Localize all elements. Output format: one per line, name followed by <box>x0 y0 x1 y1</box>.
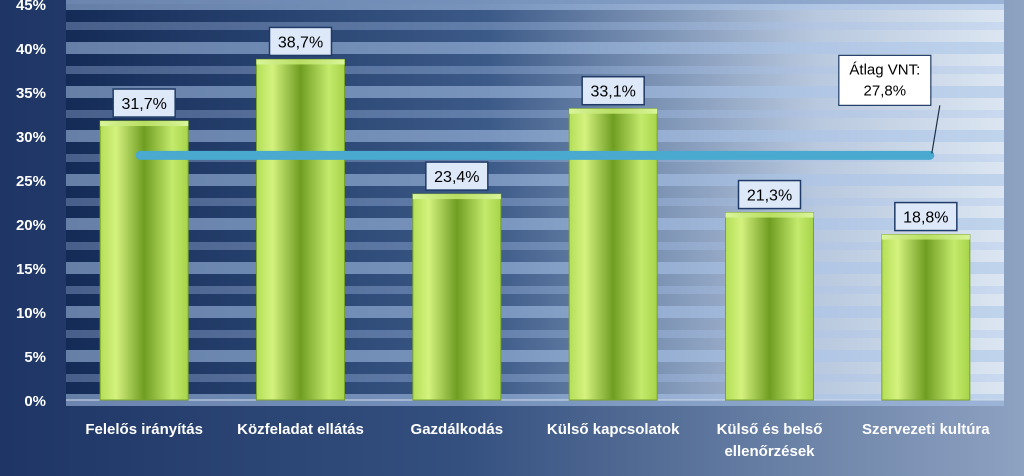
bar <box>725 212 814 401</box>
gridline <box>66 286 1004 294</box>
bar-top <box>725 212 814 218</box>
x-category-label: Felelős irányítás <box>85 421 203 438</box>
gridline <box>66 218 1004 230</box>
y-tick-label: 45% <box>16 0 46 14</box>
gridline <box>66 0 1004 10</box>
y-tick-label: 0% <box>24 393 46 410</box>
data-label: 31,7% <box>121 96 166 113</box>
gridline <box>66 330 1004 338</box>
data-label-box <box>112 88 176 118</box>
x-category-label: Szervezeti kultúra <box>862 421 990 438</box>
data-label-box <box>268 26 333 57</box>
y-tick-label: 25% <box>16 173 46 190</box>
y-tick-label: 40% <box>16 41 46 58</box>
bar-top <box>569 108 658 114</box>
gridline <box>66 374 1004 382</box>
gridline <box>66 42 1004 54</box>
gridline <box>66 66 1004 74</box>
x-category-label: ellenőrzések <box>724 443 815 460</box>
gridline <box>66 174 1004 186</box>
gridline <box>66 198 1004 206</box>
gridline <box>66 262 1004 274</box>
y-tick-label: 35% <box>16 85 46 102</box>
bar-top <box>100 121 189 127</box>
bar-top <box>412 194 501 200</box>
data-label-box <box>894 201 958 232</box>
data-label: 21,3% <box>747 188 792 205</box>
data-label: 33,1% <box>590 84 635 101</box>
x-category-label: Gazdálkodás <box>411 421 504 438</box>
bar <box>99 120 189 401</box>
bars <box>99 58 971 401</box>
bar <box>256 58 345 401</box>
average-callout-label: Átlag VNT: <box>849 61 920 78</box>
data-label: 38,7% <box>278 34 323 51</box>
data-labels: 31,7% 38,7% 23,4% 33,1% 21,3% 18,8% <box>112 26 958 232</box>
y-axis-ticks: 0% 5% 10% 15% 20% 25% 30% 35% 40% 45% <box>16 0 46 410</box>
x-category-label: Külső kapcsolatok <box>547 421 680 438</box>
bar-top <box>881 234 970 240</box>
y-tick-label: 15% <box>16 261 46 278</box>
x-category-label: Külső és belső <box>717 421 823 438</box>
y-tick-label: 20% <box>16 217 46 234</box>
data-label: 23,4% <box>434 169 479 186</box>
data-label-box <box>737 179 802 210</box>
average-callout-box <box>838 54 932 106</box>
gridline <box>66 350 1004 362</box>
gridline <box>66 130 1004 142</box>
x-axis-labels: Felelős irányítás Közfeladat ellátás Gazdá… <box>85 421 990 460</box>
data-label-box <box>581 75 645 106</box>
average-line-group: Átlag VNT: 27,8% <box>135 54 941 160</box>
x-category-label: Közfeladat ellátás <box>237 421 364 438</box>
bar <box>412 193 502 401</box>
y-tick-label: 5% <box>24 349 46 366</box>
bar <box>881 234 971 401</box>
average-callout-label: 27,8% <box>864 82 907 99</box>
y-tick-label: 10% <box>16 305 46 322</box>
average-callout-leader <box>931 105 941 154</box>
gridline <box>66 242 1004 250</box>
data-label-box <box>425 161 489 191</box>
bar-top <box>256 59 345 65</box>
gridline <box>66 306 1004 318</box>
data-label: 18,8% <box>903 210 948 227</box>
gridline <box>66 110 1004 118</box>
gridline <box>66 22 1004 30</box>
y-tick-label: 30% <box>16 129 46 146</box>
